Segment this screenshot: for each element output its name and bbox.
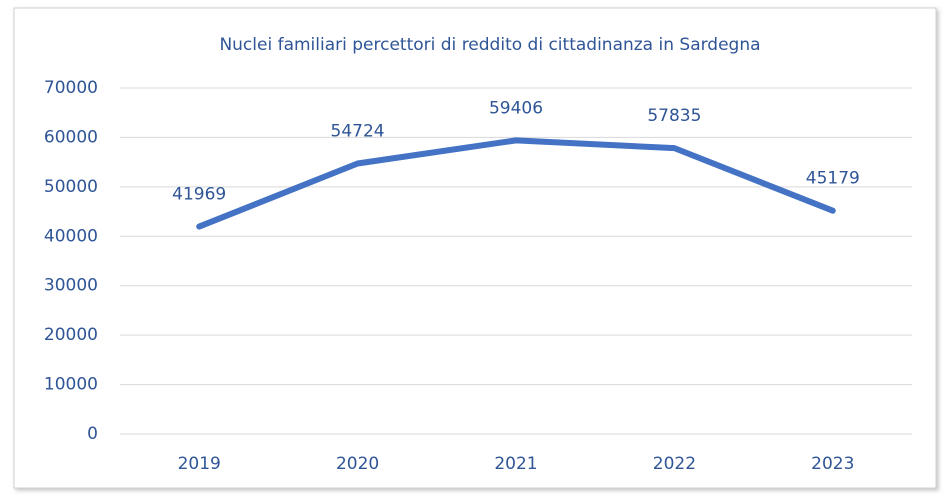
- data-label: 57835: [647, 106, 701, 126]
- data-label: 54724: [331, 122, 385, 142]
- x-tick-label: 2022: [653, 454, 696, 474]
- y-tick-label: 70000: [44, 78, 98, 98]
- chart-frame: [13, 7, 937, 489]
- y-tick-label: 40000: [44, 226, 98, 246]
- y-tick-label: 20000: [44, 325, 98, 345]
- data-label: 41969: [172, 185, 226, 205]
- y-tick-label: 50000: [44, 177, 98, 197]
- x-tick-label: 2019: [178, 454, 221, 474]
- data-label: 59406: [489, 98, 543, 118]
- y-tick-label: 10000: [44, 375, 98, 395]
- y-tick-label: 60000: [44, 127, 98, 147]
- data-label: 45179: [806, 169, 860, 189]
- data-line: [196, 137, 836, 230]
- x-tick-label: 2020: [336, 454, 379, 474]
- y-tick-label: 30000: [44, 276, 98, 296]
- chart-title: Nuclei familiari percettori di reddito d…: [219, 35, 760, 55]
- y-tick-label: 0: [87, 424, 98, 444]
- x-tick-label: 2021: [494, 454, 537, 474]
- x-tick-label: 2023: [811, 454, 854, 474]
